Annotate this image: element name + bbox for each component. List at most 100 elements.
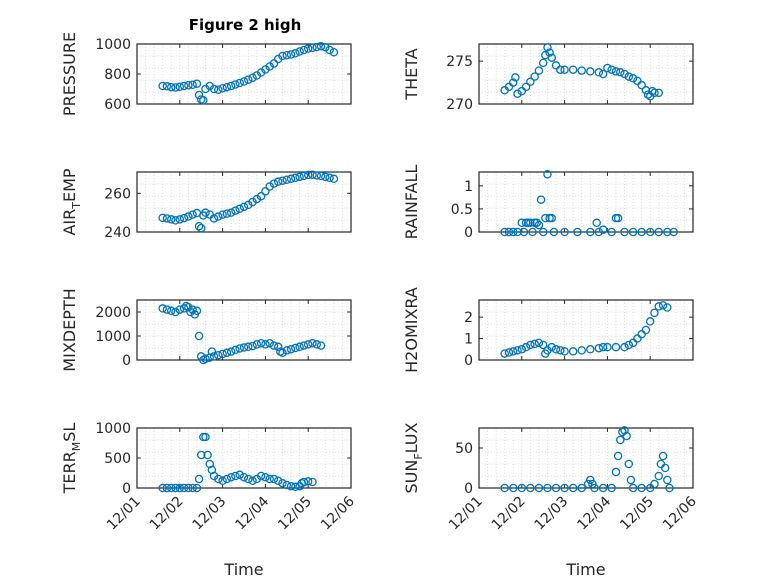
data-point xyxy=(594,227,604,237)
data-point xyxy=(628,227,638,237)
data-point xyxy=(620,342,629,352)
data-point xyxy=(244,342,253,352)
data-point xyxy=(158,304,167,313)
data-point xyxy=(235,470,244,480)
y-tick-label: 0 xyxy=(464,481,473,497)
data-point xyxy=(295,47,304,56)
data-point xyxy=(244,75,253,84)
data-point xyxy=(162,483,172,493)
grid xyxy=(137,428,351,488)
data-point xyxy=(534,483,544,493)
y-axis-label: PRESSURE xyxy=(60,32,79,116)
x-tick-label: 12/04 xyxy=(232,493,272,533)
data-point xyxy=(282,175,292,184)
data-point xyxy=(316,171,326,181)
data-point xyxy=(201,354,210,364)
data-point xyxy=(637,483,646,493)
data-point xyxy=(329,174,339,184)
data-point xyxy=(231,345,240,355)
data-point xyxy=(179,81,189,91)
data-point xyxy=(231,471,240,481)
x-tick-label: 12/01 xyxy=(104,494,144,534)
data-point xyxy=(261,472,270,482)
data-point xyxy=(660,463,670,473)
data-point xyxy=(517,86,527,96)
data-point xyxy=(519,227,529,237)
y-tick-label: 240 xyxy=(104,225,131,241)
data-point xyxy=(556,65,565,74)
data-point xyxy=(628,74,638,83)
data-point xyxy=(184,81,193,90)
data-point xyxy=(218,84,227,93)
data-point xyxy=(650,479,659,489)
data-point xyxy=(158,483,167,493)
data-point xyxy=(615,68,625,77)
data-point xyxy=(534,66,544,75)
data-point xyxy=(500,349,509,358)
data-point xyxy=(201,432,210,442)
data-point xyxy=(199,96,208,105)
y-tick-label: 800 xyxy=(104,67,131,83)
grid xyxy=(479,172,693,232)
data-point xyxy=(598,342,608,352)
series-markers xyxy=(500,426,674,493)
data-point xyxy=(594,68,604,77)
data-point xyxy=(291,49,300,58)
y-tick-label: 1000 xyxy=(95,37,131,53)
data-point xyxy=(530,72,539,81)
y-tick-label: 275 xyxy=(446,54,473,70)
y-axis-label: THETA xyxy=(402,48,421,100)
data-point xyxy=(188,80,197,90)
data-point xyxy=(583,479,593,489)
data-point xyxy=(312,340,322,349)
data-point xyxy=(551,61,561,70)
data-point xyxy=(321,172,330,182)
data-point xyxy=(218,476,227,486)
data-point xyxy=(556,346,565,355)
y-axis-label: TERRMSL xyxy=(60,423,83,495)
data-point xyxy=(528,227,537,237)
data-point xyxy=(295,342,304,352)
data-point xyxy=(586,345,595,354)
y-axis-label: AIRTEMP xyxy=(60,168,83,235)
data-point xyxy=(244,474,253,484)
data-point xyxy=(650,308,659,318)
data-point xyxy=(658,301,668,310)
data-point xyxy=(573,227,582,237)
data-point xyxy=(624,459,634,469)
axes-frame xyxy=(478,299,694,361)
y-axis-label: RAINFALL xyxy=(402,165,421,240)
data-point xyxy=(611,342,621,352)
data-point xyxy=(175,305,185,314)
data-point xyxy=(511,73,520,82)
data-point xyxy=(248,197,257,207)
data-point xyxy=(650,88,659,98)
data-point xyxy=(303,170,313,180)
data-point xyxy=(184,483,193,493)
data-point xyxy=(286,50,296,59)
data-point xyxy=(594,343,604,353)
data-point xyxy=(303,477,313,486)
subplot-rainfall: 0 0.5 1 RAINFALL xyxy=(402,165,694,241)
data-point xyxy=(303,340,313,349)
x-axis-label: Time xyxy=(223,560,263,579)
data-point xyxy=(175,215,185,224)
data-point xyxy=(312,171,322,180)
data-point xyxy=(613,213,623,223)
data-point xyxy=(637,227,646,237)
data-point xyxy=(278,51,287,61)
data-point xyxy=(526,340,535,350)
y-axis-label: MIXDEPTH xyxy=(60,288,79,371)
data-point xyxy=(194,90,204,100)
x-tick-label: 12/02 xyxy=(489,494,529,534)
data-point xyxy=(504,227,514,237)
data-point xyxy=(508,78,518,87)
data-point xyxy=(175,82,185,92)
data-point xyxy=(321,43,330,52)
subplot-pressure: 600 800 1000 PRESSURE xyxy=(60,32,352,116)
data-point xyxy=(278,348,287,358)
y-tick-label: 1 xyxy=(464,179,473,195)
data-point xyxy=(235,204,244,214)
data-point xyxy=(577,483,586,493)
